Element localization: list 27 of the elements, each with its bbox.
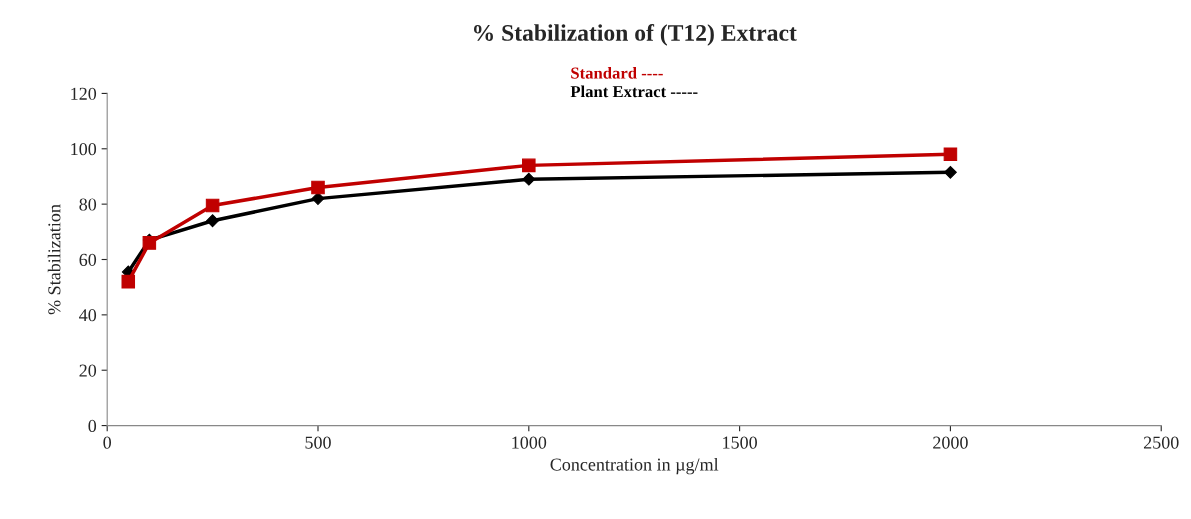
point — [522, 158, 536, 173]
y-tick-label: 0 — [88, 419, 97, 433]
text: Standard ---- — [571, 66, 663, 79]
x-tick-label: 0 — [103, 436, 112, 449]
x-tick-label: 500 — [305, 436, 331, 449]
point — [522, 172, 536, 186]
y-tick-label: 40 — [79, 309, 97, 322]
y-tick-label: 60 — [79, 253, 97, 266]
point — [944, 165, 957, 179]
y-tick-label: 120 — [71, 87, 97, 100]
y-axis-title: % Stabilization — [47, 204, 61, 315]
x-axis-title: Concentration in µg/ml — [550, 457, 719, 475]
point — [311, 180, 325, 195]
x-tick-label: 1000 — [512, 436, 547, 449]
point — [311, 192, 325, 206]
x-tick-label: 2500 — [1143, 436, 1179, 449]
chart-title: % Stabilization of (T12) Extract — [473, 24, 797, 46]
point — [205, 198, 220, 213]
x-tick-label: 1500 — [723, 436, 757, 449]
point — [206, 214, 220, 228]
x-tick-label: 2000 — [933, 436, 968, 449]
y-tick-label: 100 — [71, 143, 97, 156]
y-tick-label: 80 — [79, 198, 97, 211]
point — [121, 274, 136, 289]
point — [943, 147, 958, 162]
text: Plant Extract ----- — [570, 85, 698, 98]
y-tick-label: 20 — [79, 364, 97, 377]
